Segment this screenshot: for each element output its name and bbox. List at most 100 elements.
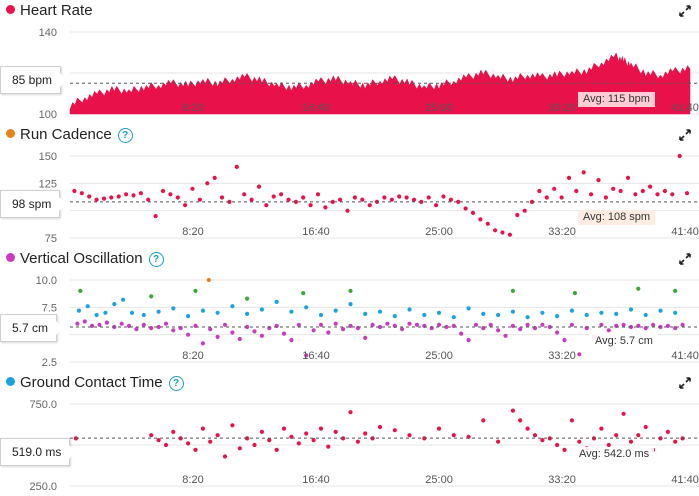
vertical-oscillation-data-point <box>584 312 589 318</box>
ground-contact-time-data-point <box>532 433 538 438</box>
run-cadence-data-point <box>507 232 512 237</box>
run-cadence-data-point <box>500 230 505 235</box>
vertical-oscillation-data-point <box>385 321 390 326</box>
run-cadence-data-point <box>168 192 173 197</box>
vertical-oscillation-data-point <box>200 341 205 346</box>
vertical-oscillation-current-value: 5.7 cm <box>12 321 49 335</box>
run-cadence-data-point <box>448 197 453 202</box>
vertical-oscillation-data-point <box>75 321 80 326</box>
ground-contact-time-data-point <box>562 447 567 452</box>
vertical-oscillation-data-point <box>97 322 102 327</box>
vertical-oscillation-data-point <box>112 302 117 307</box>
vertical-oscillation-data-point <box>134 327 139 332</box>
vertical-oscillation-data-point <box>230 304 235 309</box>
run-cadence-title: Run Cadence <box>20 126 112 143</box>
heart-rate-current-callout: 85 bpm <box>0 66 68 94</box>
ground-contact-time-data-point <box>621 411 626 416</box>
vertical-oscillation-data-point <box>318 312 324 318</box>
heart-rate-y-tick-label: 100 <box>39 109 57 121</box>
ground-contact-time-data-point <box>377 424 383 430</box>
ground-contact-time-data-point <box>348 410 353 415</box>
vertical-oscillation-data-point <box>333 321 338 326</box>
vertical-oscillation-data-point <box>473 322 479 327</box>
vertical-oscillation-data-point <box>606 328 611 333</box>
run-cadence-x-tick-label: 41:40 <box>671 226 699 238</box>
run-cadence-help-icon[interactable]: ? <box>117 128 133 143</box>
vertical-oscillation-data-point <box>392 314 397 319</box>
heart-rate-x-tick-label: 8:20 <box>182 102 203 114</box>
vertical-oscillation-x-tick-label: 25:00 <box>425 350 453 362</box>
vertical-oscillation-expand-icon[interactable] <box>679 253 691 265</box>
run-cadence-data-point <box>611 186 616 191</box>
vertical-oscillation-data-point <box>193 288 198 293</box>
vertical-oscillation-data-point <box>230 330 235 335</box>
run-cadence-data-point <box>566 175 572 180</box>
vertical-oscillation-data-point <box>259 333 264 338</box>
run-cadence-data-point <box>662 188 668 194</box>
run-cadence-data-point <box>640 188 645 194</box>
run-cadence-data-point <box>382 195 387 200</box>
vertical-oscillation-data-point <box>304 353 309 358</box>
vertical-oscillation-data-point <box>245 296 250 301</box>
vertical-oscillation-data-point <box>171 328 176 333</box>
heart-rate-avg-label: Avg: 115 bpm <box>578 92 655 107</box>
run-cadence-current-value: 98 spm <box>12 197 52 211</box>
run-cadence-current-callout: 98 spm <box>0 190 67 218</box>
ground-contact-time-help-icon[interactable]: ? <box>168 376 184 391</box>
run-cadence-data-point <box>279 192 284 197</box>
run-cadence-data-point <box>72 188 77 194</box>
run-cadence-data-point <box>94 197 99 202</box>
vertical-oscillation-data-point <box>599 310 604 315</box>
vertical-oscillation-data-point <box>252 329 257 334</box>
vertical-oscillation-data-point <box>572 291 578 296</box>
run-cadence-data-point <box>101 196 107 201</box>
vertical-oscillation-data-point <box>318 322 324 327</box>
ground-contact-time-data-point <box>215 433 220 438</box>
vertical-oscillation-data-point <box>643 312 648 318</box>
run-cadence-data-point <box>404 195 409 200</box>
run-cadence-data-point <box>205 181 210 186</box>
ground-contact-time-data-point <box>599 426 604 431</box>
run-cadence-data-point <box>323 205 328 210</box>
vertical-oscillation-data-point <box>186 332 191 337</box>
heart-rate-y-tick-label: 140 <box>39 27 57 39</box>
ground-contact-time-data-point <box>547 436 552 441</box>
vertical-oscillation-data-point <box>466 338 471 343</box>
vertical-oscillation-data-point <box>90 323 95 328</box>
vertical-oscillation-data-point <box>680 322 685 327</box>
vertical-oscillation-data-point <box>85 304 90 309</box>
run-cadence-avg-text: Avg: 108 spm <box>583 211 651 223</box>
run-cadence-data-point <box>338 197 343 202</box>
ground-contact-time-x-tick-label: 25:00 <box>425 474 453 486</box>
vertical-oscillation-data-point <box>562 338 567 343</box>
vertical-oscillation-y-tick-label: 2.5 <box>42 357 57 369</box>
run-cadence-data-point <box>574 188 579 194</box>
ground-contact-time-data-point <box>252 442 257 448</box>
vertical-oscillation-data-point <box>377 309 383 314</box>
ground-contact-time-data-point <box>407 433 412 438</box>
vertical-oscillation-data-point <box>400 327 405 332</box>
vertical-oscillation-data-point <box>459 331 464 336</box>
vertical-oscillation-help-icon[interactable]: ? <box>148 252 164 267</box>
run-cadence-data-point <box>190 186 195 191</box>
heart-rate-expand-icon[interactable] <box>679 5 691 17</box>
vertical-oscillation-data-point <box>94 312 99 318</box>
ground-contact-time-x-tick-label: 41:40 <box>671 474 699 486</box>
heart-rate-x-tick-label: 33:20 <box>548 102 576 114</box>
vertical-oscillation-data-point <box>525 315 530 320</box>
vertical-oscillation-data-point <box>496 328 501 333</box>
ground-contact-time-data-point <box>318 426 324 431</box>
run-cadence-expand-icon[interactable] <box>679 129 691 141</box>
vertical-oscillation-x-tick-label: 16:40 <box>302 350 330 362</box>
ground-contact-time-expand-icon[interactable] <box>679 377 691 389</box>
run-cadence-data-point <box>227 199 232 204</box>
ground-contact-time-current-value: 519.0 ms <box>12 445 62 459</box>
run-cadence-data-point <box>367 203 372 208</box>
run-cadence-data-point <box>456 199 461 204</box>
ground-contact-time-data-point <box>392 428 397 433</box>
run-cadence-data-point <box>301 195 306 200</box>
run-cadence-data-point <box>219 195 225 200</box>
vertical-oscillation-data-point <box>141 322 146 327</box>
ground-contact-time-x-tick-label: 16:40 <box>302 474 330 486</box>
